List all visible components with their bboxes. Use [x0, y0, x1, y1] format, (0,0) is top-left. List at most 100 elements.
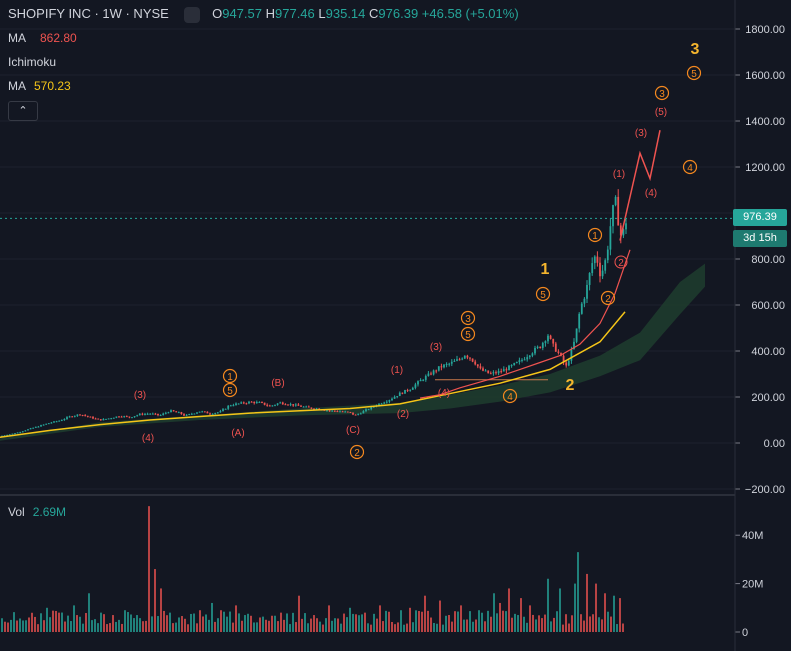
volume-bar — [142, 621, 144, 632]
volume-bar — [508, 588, 510, 632]
volume-bar — [502, 610, 504, 632]
candle-body — [593, 256, 596, 264]
candle-body — [42, 424, 45, 426]
volume-tick-label: 0 — [742, 627, 748, 639]
candle-body — [474, 361, 477, 365]
candle-body — [565, 362, 568, 366]
ma-yellow-line — [0, 311, 626, 438]
volume-bar — [82, 623, 84, 632]
volume-bar — [424, 595, 426, 632]
candle-body — [523, 359, 526, 361]
candle-body — [292, 404, 295, 406]
volume-bar — [154, 569, 156, 632]
candle-body — [430, 373, 432, 375]
candle-body — [573, 341, 575, 350]
candle-body — [120, 416, 123, 418]
volume-bar — [433, 622, 435, 632]
candle-body — [601, 270, 604, 277]
candle-body — [112, 417, 115, 419]
volume-bar — [112, 615, 114, 632]
candle-body — [567, 360, 570, 366]
volume-bar — [532, 614, 534, 632]
candle-body — [110, 418, 113, 420]
candle-body — [235, 403, 237, 406]
wave-label-red: (A) — [231, 428, 244, 439]
price-tick-label: 1200.00 — [745, 162, 785, 174]
collapse-indicators-button[interactable]: ⌃ — [8, 101, 38, 121]
volume-bar — [85, 613, 87, 632]
volume-bar — [13, 612, 15, 632]
candle-body — [157, 413, 159, 416]
candle-body — [362, 411, 365, 414]
candle-body — [482, 368, 484, 371]
candle-body — [211, 413, 214, 415]
volume-bar — [361, 614, 363, 632]
candle-body — [445, 364, 448, 366]
wave-circle-orange — [222, 368, 238, 384]
volume-tick-label: 40M — [742, 530, 763, 542]
candle-body — [107, 418, 110, 420]
candle-body — [40, 425, 42, 427]
eye-icon[interactable] — [184, 6, 201, 23]
volume-bar — [364, 612, 366, 632]
volume-bar — [52, 610, 54, 632]
candle-body — [50, 422, 53, 424]
wave-labels: 1 5 2 3 5 4 5 1 2 4 3 5 2 (3) (4) (A) (B) (C) (1) (2) (3) (4)… — [134, 41, 702, 460]
candle-body — [552, 338, 555, 344]
volume-bar — [283, 619, 285, 632]
wave-label-orange: 2 — [605, 294, 611, 305]
volume-bar — [10, 619, 12, 632]
candle-body — [289, 404, 292, 406]
candle-body — [326, 410, 328, 412]
high-value: 977.46 — [275, 6, 315, 21]
candle-body — [612, 205, 614, 227]
candle-body — [79, 414, 81, 416]
volume-bar — [319, 621, 321, 632]
price-tick-label: −200.00 — [745, 484, 785, 496]
candle-body — [315, 408, 318, 410]
wave-circle-orange — [654, 85, 670, 101]
candle-body — [440, 366, 443, 368]
candle-body — [557, 351, 560, 353]
volume-bar — [430, 617, 432, 632]
ma2-row[interactable]: MA 570.23 — [8, 79, 71, 93]
wave-label-orange: 4 — [507, 392, 513, 403]
ma1-row[interactable]: MA 862.80 — [8, 31, 77, 45]
candle-body — [185, 414, 188, 416]
volume-bar — [514, 613, 516, 632]
candle-body — [274, 404, 276, 406]
volume-bar — [37, 624, 39, 632]
candle-body — [617, 196, 620, 226]
candle-body — [154, 413, 157, 415]
symbol-title[interactable]: SHOPIFY INC · 1W · NYSE — [8, 6, 169, 21]
volume-bar — [91, 620, 93, 632]
volume-bar — [541, 618, 543, 632]
volume-bar — [523, 616, 525, 632]
volume-bar — [382, 621, 384, 632]
ichimoku-row[interactable]: Ichimoku — [8, 55, 56, 69]
volume-bar — [304, 613, 306, 632]
candle-body — [352, 412, 354, 415]
volume-bar — [46, 607, 48, 632]
candle-body — [448, 363, 451, 365]
candle-body — [479, 366, 482, 369]
volume-bar — [397, 622, 399, 632]
candle-body — [255, 402, 258, 404]
candle-body — [216, 412, 219, 414]
candle-body — [622, 229, 625, 236]
volume-value: 2.69M — [32, 505, 67, 519]
wave-label-red: (3) — [635, 128, 647, 139]
volume-legend[interactable]: Vol 2.69M — [8, 505, 66, 519]
wave-label-orange: 3 — [465, 314, 471, 325]
volume-bar — [406, 623, 408, 632]
volume-bar — [289, 624, 291, 632]
candle-body — [97, 418, 100, 420]
close-value: 976.39 — [378, 6, 419, 21]
volume-bar — [88, 593, 90, 632]
volume-bar — [481, 612, 483, 632]
candle-body — [297, 404, 300, 406]
volume-bar — [454, 611, 456, 632]
candle-body — [141, 413, 144, 415]
candle-body — [102, 418, 105, 421]
